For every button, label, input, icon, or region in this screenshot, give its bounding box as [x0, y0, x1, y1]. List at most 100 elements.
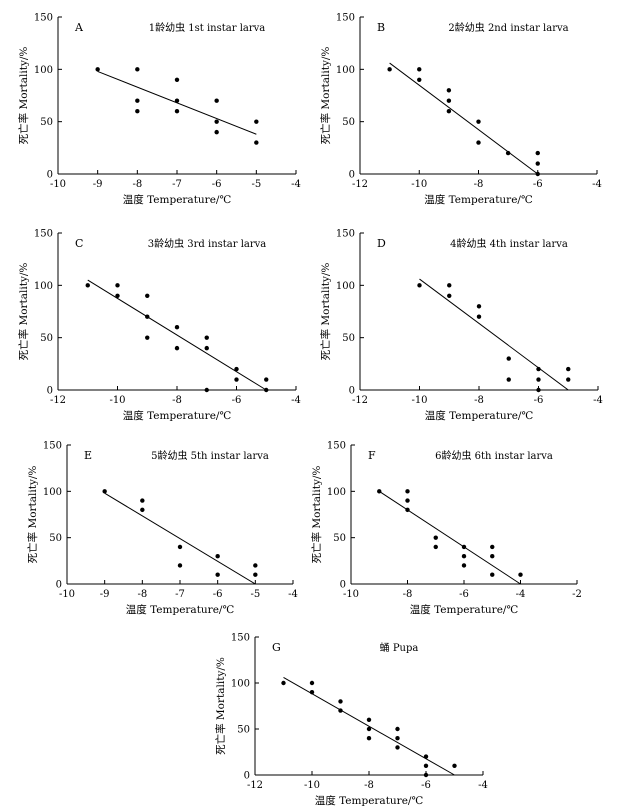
y-tick-label: 150 — [43, 441, 62, 452]
data-point — [461, 554, 467, 559]
data-point — [145, 314, 150, 319]
data-point — [476, 314, 482, 319]
y-tick-label: 50 — [333, 533, 346, 544]
data-point — [476, 304, 482, 309]
data-point — [535, 150, 540, 156]
data-point — [423, 754, 429, 759]
data-point — [506, 377, 511, 382]
data-point — [177, 544, 183, 550]
data-point — [264, 387, 269, 393]
panel-title: 蛹 Pupa — [380, 642, 419, 654]
data-point — [174, 345, 180, 351]
y-tick-label: 100 — [327, 487, 346, 498]
x-tick-label: -2 — [572, 589, 582, 600]
data-point — [174, 77, 180, 83]
panel-a: 0 50 100 150 -10 -9 -8 -7 -6 -5 -4 A 1龄幼虫 1st instar… — [17, 13, 301, 207]
data-point — [566, 366, 571, 372]
data-point — [566, 377, 571, 382]
data-point — [490, 544, 495, 550]
data-point — [433, 544, 438, 550]
y-tick-label: 100 — [34, 65, 53, 76]
x-tick-label: -8 — [474, 179, 484, 190]
data-point — [490, 572, 495, 577]
x-tick-label: -6 — [534, 395, 544, 406]
data-point — [536, 366, 541, 372]
y-tick-label: 150 — [34, 229, 53, 240]
regression-line — [283, 677, 455, 776]
data-point — [214, 129, 219, 135]
x-tick-label: -8 — [364, 780, 374, 791]
y-tick-label: 100 — [336, 281, 355, 292]
regression-line — [389, 62, 539, 175]
panel-title: 3龄幼虫 3rd instar larva — [148, 237, 267, 250]
data-point — [254, 119, 259, 124]
x-tick-label: -4 — [592, 179, 602, 190]
y-axis-label: 死亡率 Mortality/% — [310, 466, 323, 564]
x-tick-label: -10 — [50, 179, 66, 190]
data-point — [309, 690, 315, 695]
y-tick-label: 0 — [47, 170, 53, 181]
data-point — [405, 489, 410, 494]
panel-title: 5龄幼虫 5th instar larva — [151, 449, 269, 462]
data-point — [387, 67, 392, 72]
data-point — [214, 119, 219, 124]
x-tick-label: -6 — [421, 780, 431, 791]
panel-letter: F — [368, 449, 376, 462]
x-tick-label: -9 — [100, 589, 110, 600]
y-tick-label: 100 — [336, 65, 355, 76]
data-point — [215, 572, 220, 577]
y-axis-label: 死亡率 Mortality/% — [17, 263, 30, 361]
data-point — [254, 140, 259, 145]
x-tick-label: -5 — [251, 179, 261, 190]
panel-b: 0 50 100 150 -12 -10 -8 -6 -4 B 2龄幼虫 2nd instar la… — [319, 13, 602, 207]
x-tick-label: -4 — [291, 179, 301, 190]
data-point — [253, 572, 258, 577]
y-tick-label: 50 — [237, 725, 250, 736]
data-point — [135, 98, 140, 103]
x-tick-label: -8 — [474, 395, 484, 406]
data-point — [145, 335, 150, 340]
data-point — [395, 726, 400, 732]
data-point — [417, 67, 422, 72]
panel-title: 6龄幼虫 6th instar larva — [435, 449, 553, 462]
data-point — [102, 489, 107, 494]
data-point — [174, 98, 180, 103]
data-point — [204, 345, 209, 351]
y-tick-label: 50 — [49, 533, 62, 544]
data-point — [476, 119, 481, 124]
data-point — [177, 563, 183, 568]
x-tick-label: -7 — [172, 179, 182, 190]
x-tick-label: -6 — [212, 179, 222, 190]
y-tick-label: 150 — [336, 229, 355, 240]
data-point — [405, 498, 410, 503]
x-tick-label: -10 — [304, 780, 320, 791]
y-tick-label: 50 — [40, 333, 53, 344]
x-tick-label: -7 — [175, 589, 185, 600]
data-point — [204, 387, 209, 393]
x-tick-label: -8 — [403, 589, 413, 600]
data-point — [85, 283, 90, 288]
y-tick-label: 0 — [340, 580, 346, 591]
x-axis-label: 温度 Temperature/℃ — [315, 794, 424, 807]
data-point — [447, 293, 452, 298]
panel-d: 0 50 100 150 -12 -10 -8 -6 -4 D 4龄幼虫 4th instar la… — [319, 229, 603, 423]
y-axis-label: 死亡率 Mortality/% — [26, 466, 39, 564]
panel-letter: A — [74, 21, 84, 34]
data-point — [461, 563, 467, 568]
data-point — [446, 98, 452, 103]
panel-letter: E — [84, 449, 92, 462]
data-point — [140, 507, 145, 513]
y-tick-label: 0 — [47, 386, 53, 397]
data-point — [215, 554, 220, 559]
data-point — [461, 544, 467, 550]
y-axis-label: 死亡率 Mortality/% — [214, 657, 227, 755]
data-point — [174, 325, 180, 330]
x-axis-label: 温度 Temperature/℃ — [425, 409, 534, 422]
y-tick-label: 50 — [342, 333, 355, 344]
data-point — [536, 387, 541, 393]
regression-line — [87, 279, 267, 391]
x-tick-label: -12 — [352, 395, 368, 406]
data-point — [140, 498, 145, 503]
y-tick-label: 0 — [349, 170, 355, 181]
